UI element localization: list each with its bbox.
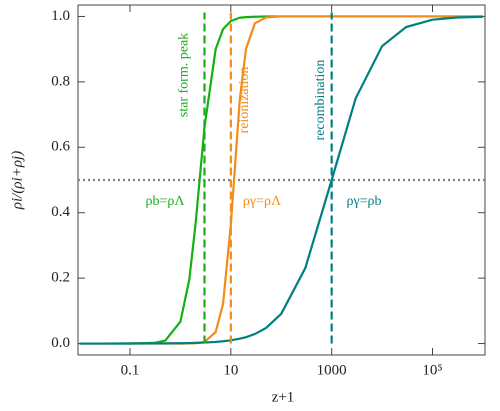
y-tick-label: 0.2 <box>51 270 70 286</box>
y-tick-label: 0.6 <box>51 139 70 155</box>
x-tick-label: 10 <box>223 362 238 378</box>
equality-label: ργ=ρΛ <box>243 194 282 209</box>
series-line <box>79 15 483 345</box>
series-line <box>79 15 483 345</box>
event-label: recombination <box>313 60 328 141</box>
y-tick-label: 0.0 <box>51 335 70 351</box>
y-axis-label: ρi/(ρi+ρj) <box>9 151 25 210</box>
series-line <box>79 15 483 345</box>
x-tick-label: 1000 <box>317 362 347 378</box>
y-tick-label: 0.8 <box>51 73 70 89</box>
y-tick-label: 1.0 <box>51 8 70 24</box>
x-tick-label: 10⁵ <box>422 362 442 378</box>
equality-label: ργ=ρb <box>346 194 381 209</box>
equality-label: ρb=ρΛ <box>145 194 185 209</box>
event-label: reionization <box>237 67 252 134</box>
y-tick-label: 0.4 <box>51 204 70 220</box>
event-label: star form. peak <box>177 33 192 117</box>
x-axis-label: z+1 <box>272 389 295 405</box>
x-tick-label: 0.1 <box>121 362 140 378</box>
